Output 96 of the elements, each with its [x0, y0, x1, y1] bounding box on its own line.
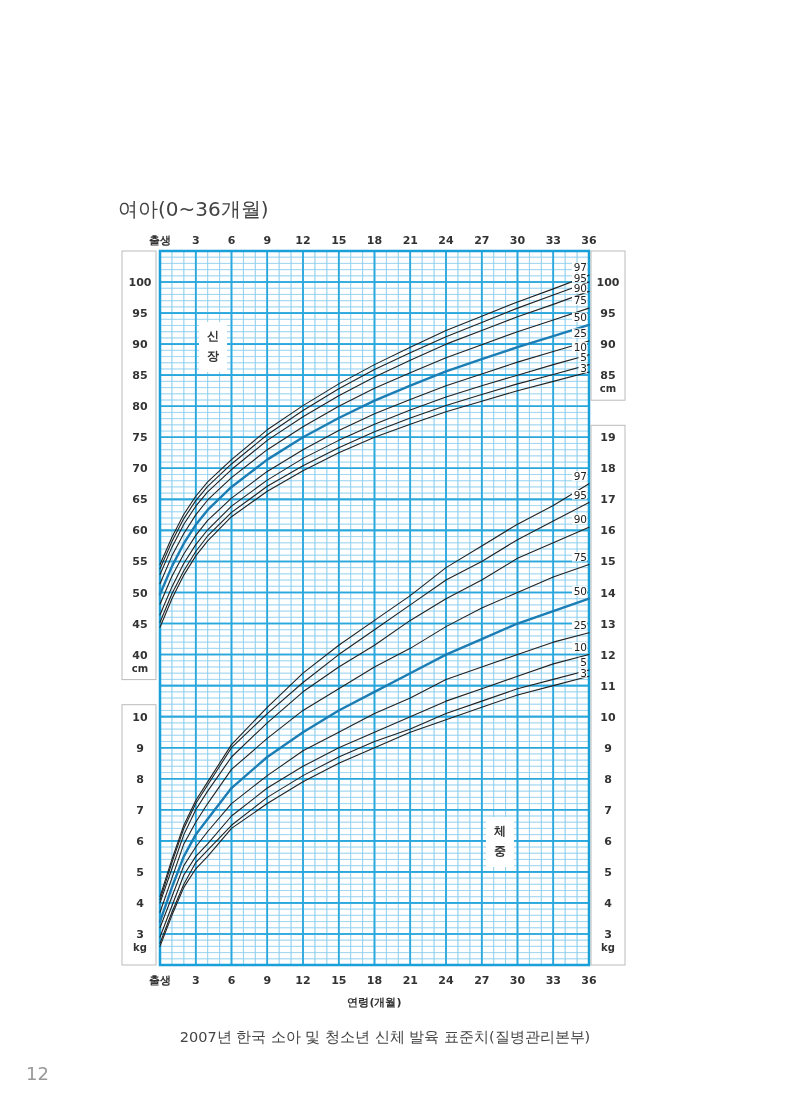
y2-tick-label: 85 [600, 369, 616, 383]
series-label: 97 [573, 261, 587, 274]
x-tick-label: 18 [366, 234, 383, 247]
y2-tick-label: 6 [604, 834, 613, 848]
y-tick-label: 6 [136, 834, 145, 848]
y2-tick-label: 11 [600, 679, 616, 693]
series-label: 10 [573, 340, 587, 353]
y-tick-label: 85 [132, 369, 148, 383]
series-label: 95 [573, 271, 587, 284]
y2-tick-label: 18 [600, 462, 616, 476]
x-tick-label: 21 [402, 234, 418, 247]
x-tick-label: 15 [331, 234, 347, 247]
series-label: 5 [580, 656, 587, 669]
x-tick-label: 30 [509, 234, 526, 247]
y2-tick-label: 8 [604, 772, 612, 786]
series-label: 3 [580, 666, 587, 679]
text: 2007년 한국 소아 및 청소년 신체 발육 표준치(질병관리본부) [179, 1029, 591, 1045]
series-label: 3 [580, 361, 587, 374]
y-tick-label: 45 [132, 617, 148, 631]
y-tick-label: 10 [132, 710, 148, 724]
x-tick-label: 36 [581, 974, 597, 987]
x-tick-label: 12 [295, 974, 311, 987]
y2-tick-label: 17 [600, 493, 616, 507]
y2-tick-label: 9 [604, 741, 612, 755]
y-tick-label: 95 [132, 307, 148, 321]
y-axis-title: kg [133, 942, 147, 953]
x-tick-label: 3 [191, 234, 200, 247]
x-tick-label: 9 [263, 234, 272, 247]
y-tick-label: 80 [132, 400, 148, 414]
x-tick-label: 3 [191, 974, 200, 987]
y2-tick-label: 4 [604, 896, 613, 910]
y-tick-label: 40 [132, 648, 148, 662]
x-tick-label: 24 [438, 234, 454, 247]
y2-tick-label: 14 [600, 586, 616, 600]
series-label: 95 [573, 488, 587, 501]
series-label: 25 [573, 618, 587, 631]
y-tick-label: 55 [132, 555, 148, 569]
y-tick-label: 65 [132, 493, 148, 507]
y-axis-title: cm [131, 662, 149, 674]
series-label: 5 [580, 351, 587, 364]
y2-tick-label: 15 [600, 555, 616, 569]
x-tick-label: 36 [581, 234, 597, 247]
y2-tick-label: 10 [600, 710, 616, 724]
y-tick-label: 4 [136, 896, 145, 910]
y2-tick-label: 13 [600, 617, 616, 631]
x-tick-label: 33 [545, 234, 561, 247]
y2-tick-label: 12 [600, 648, 616, 662]
annotation: 신장 [207, 329, 219, 363]
series-label: 90 [573, 282, 587, 295]
chart-title: 여아(0~36개월) [118, 197, 269, 221]
y2-tick-label: 16 [600, 524, 616, 538]
y-tick-label: 90 [132, 338, 148, 352]
y-tick-label: 100 [128, 276, 152, 289]
y2-tick-label: 100 [596, 276, 620, 289]
y2-tick-label: 5 [604, 865, 612, 879]
x-tick-label: 27 [474, 234, 490, 247]
y-tick-label: 50 [132, 586, 148, 600]
annotation: 체중 [493, 824, 506, 858]
x-tick-label: 출생 [149, 234, 171, 247]
series-label: 25 [573, 327, 587, 339]
y2-axis-title: kg [601, 942, 615, 953]
y-tick-label: 70 [132, 462, 148, 476]
text: 12 [26, 1063, 49, 1084]
y2-axis-title: cm [599, 383, 617, 395]
x-tick-label: 15 [331, 974, 347, 987]
x-tick-label: 6 [227, 974, 236, 987]
y-tick-label: 75 [132, 431, 148, 445]
y2-tick-label: 3 [604, 928, 612, 941]
x-tick-label: 24 [438, 974, 454, 987]
x-tick-label: 30 [509, 974, 526, 987]
y-tick-label: 5 [136, 865, 144, 879]
x-tick-label: 21 [402, 974, 418, 987]
series-label: 90 [573, 513, 587, 526]
series-label: 10 [573, 640, 587, 653]
series-label: 50 [573, 584, 587, 597]
x-tick-label: 27 [474, 974, 490, 987]
x-tick-label: 9 [263, 974, 272, 987]
series-label: 75 [573, 550, 587, 563]
y-tick-label: 8 [136, 772, 144, 786]
y-tick-label: 9 [136, 741, 144, 755]
y2-tick-label: 95 [600, 307, 616, 321]
x-tick-label: 18 [366, 974, 383, 987]
y-tick-label: 60 [132, 524, 148, 538]
series-label: 75 [573, 294, 587, 307]
y2-tick-label: 90 [600, 338, 616, 352]
x-tick-label: 12 [295, 234, 311, 247]
series-label: 97 [573, 469, 587, 482]
y2-tick-label: 19 [600, 431, 616, 445]
x-tick-label: 출생 [149, 974, 171, 987]
y2-tick-label: 7 [604, 803, 612, 817]
x-tick-label: 33 [545, 974, 561, 987]
series-label: 50 [573, 310, 587, 323]
x-tick-label: 6 [227, 234, 236, 247]
y-tick-label: 3 [136, 928, 144, 941]
y-tick-label: 7 [136, 803, 144, 817]
x-axis-title: 연령(개월) [347, 996, 402, 1009]
